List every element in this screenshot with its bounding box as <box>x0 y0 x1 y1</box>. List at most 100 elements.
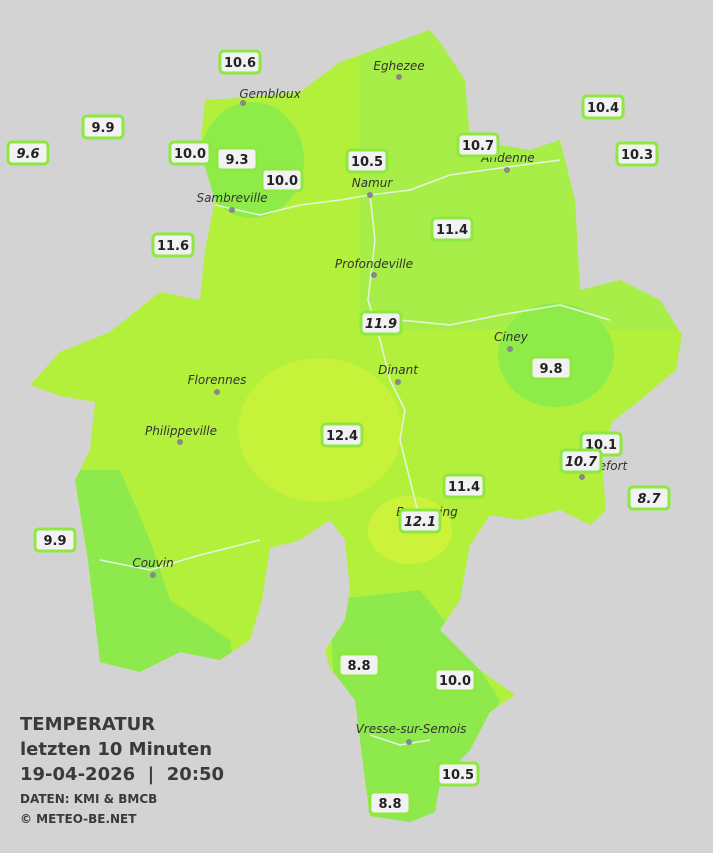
station: 9.6 <box>6 140 50 166</box>
station-box <box>581 94 625 120</box>
station: 11.6 <box>151 232 195 258</box>
city-dot <box>229 207 235 213</box>
river <box>399 304 611 326</box>
station-label: 9.9 <box>43 534 66 549</box>
station: 10.5 <box>345 148 389 174</box>
station-label: 10.3 <box>621 148 653 163</box>
station-label: 12.4 <box>326 429 358 444</box>
station: 8.7 <box>627 485 671 511</box>
station-box <box>81 114 125 140</box>
station: 10.3 <box>615 141 659 167</box>
station: 11.4 <box>442 473 486 499</box>
city-label: Dinant <box>378 363 419 377</box>
station-label: 9.8 <box>539 362 562 377</box>
station-label: 8.8 <box>347 659 370 674</box>
station: 10.0 <box>168 140 212 166</box>
station: 8.8 <box>368 790 412 816</box>
station-label: 8.7 <box>637 492 661 507</box>
city-dot <box>367 192 373 198</box>
legend-title: TEMPERATUR <box>20 714 155 735</box>
station: 11.4 <box>430 216 474 242</box>
legend-credit: © METEO-BE.NET <box>20 812 137 826</box>
station-label: 9.6 <box>16 147 39 162</box>
station: 10.6 <box>218 49 262 75</box>
station: 11.9 <box>359 310 403 336</box>
station: 10.0 <box>433 667 477 693</box>
station-box <box>168 140 212 166</box>
city-label: Profondeville <box>335 257 413 271</box>
station-box <box>456 132 500 158</box>
city-label: Ciney <box>494 330 529 344</box>
zone-cool <box>498 303 614 407</box>
station-label: 10.5 <box>351 155 383 170</box>
city-label: Couvin <box>132 556 173 570</box>
legend-datetime: 19-04-2026 | 20:50 <box>20 764 224 785</box>
city-dot <box>396 74 402 80</box>
station-box <box>368 790 412 816</box>
station-box <box>398 508 442 534</box>
station: 8.8 <box>337 652 381 678</box>
station-box <box>559 448 603 474</box>
river <box>99 539 261 571</box>
city-dot <box>504 167 510 173</box>
city-label: Gembloux <box>239 87 301 101</box>
city-label: Florennes <box>188 373 247 387</box>
city-label: Eghezee <box>373 59 424 73</box>
legend-period: letzten 10 Minuten <box>20 739 212 760</box>
station-label: 10.7 <box>462 139 494 154</box>
station-box <box>615 141 659 167</box>
station-box <box>215 146 259 172</box>
station-box <box>218 49 262 75</box>
river <box>367 194 421 521</box>
stations: 10.6 9.9 9.6 10.0 9.3 10.0 10.5 10.7 10.4 10.3 11.… <box>6 49 671 816</box>
station-label: 9.3 <box>225 153 248 168</box>
station-box <box>337 652 381 678</box>
station-label: 11.6 <box>157 239 189 254</box>
station-box <box>359 310 403 336</box>
station: 12.4 <box>320 422 364 448</box>
station-label: 11.4 <box>436 223 468 238</box>
station: 9.9 <box>33 527 77 553</box>
station-label: 9.9 <box>91 121 114 136</box>
station-box <box>433 667 477 693</box>
city-label: Vresse-sur-Semois <box>356 722 467 736</box>
city-dot <box>406 739 412 745</box>
city-dot <box>214 389 220 395</box>
rivers <box>99 159 611 746</box>
station: 9.8 <box>529 355 573 381</box>
station-box <box>627 485 671 511</box>
station-label: 10.0 <box>174 147 206 162</box>
city-dot <box>395 379 401 385</box>
zone-warm <box>238 358 402 502</box>
city-dot <box>240 100 246 106</box>
station-box <box>151 232 195 258</box>
station-box <box>436 761 480 787</box>
station-box <box>320 422 364 448</box>
station: 10.0 <box>260 167 304 193</box>
zone-cool <box>60 470 240 700</box>
city-label: Namur <box>352 176 394 190</box>
city-dot <box>371 272 377 278</box>
cities: EghezeeGemblouxAndenneNamurSambrevillePr… <box>132 59 629 745</box>
river <box>369 734 431 746</box>
station-label: 10.4 <box>587 101 619 116</box>
station: 10.5 <box>436 761 480 787</box>
city-dot <box>177 439 183 445</box>
station-label: 11.9 <box>365 317 397 332</box>
station-label: 11.4 <box>448 480 480 495</box>
station-label: 12.1 <box>404 515 436 530</box>
city-label: Sambreville <box>196 191 267 205</box>
station-box <box>442 473 486 499</box>
station-label: 8.8 <box>378 797 401 812</box>
station-box <box>6 140 50 166</box>
station-label: 10.0 <box>266 174 298 189</box>
station-box <box>33 527 77 553</box>
legend: TEMPERATUR letzten 10 Minuten 19-04-2026… <box>20 714 224 826</box>
station-label: 10.5 <box>442 768 474 783</box>
city-dot <box>579 474 585 480</box>
station-label: 10.6 <box>224 56 256 71</box>
station: 10.7 <box>559 448 603 474</box>
station: 10.4 <box>581 94 625 120</box>
